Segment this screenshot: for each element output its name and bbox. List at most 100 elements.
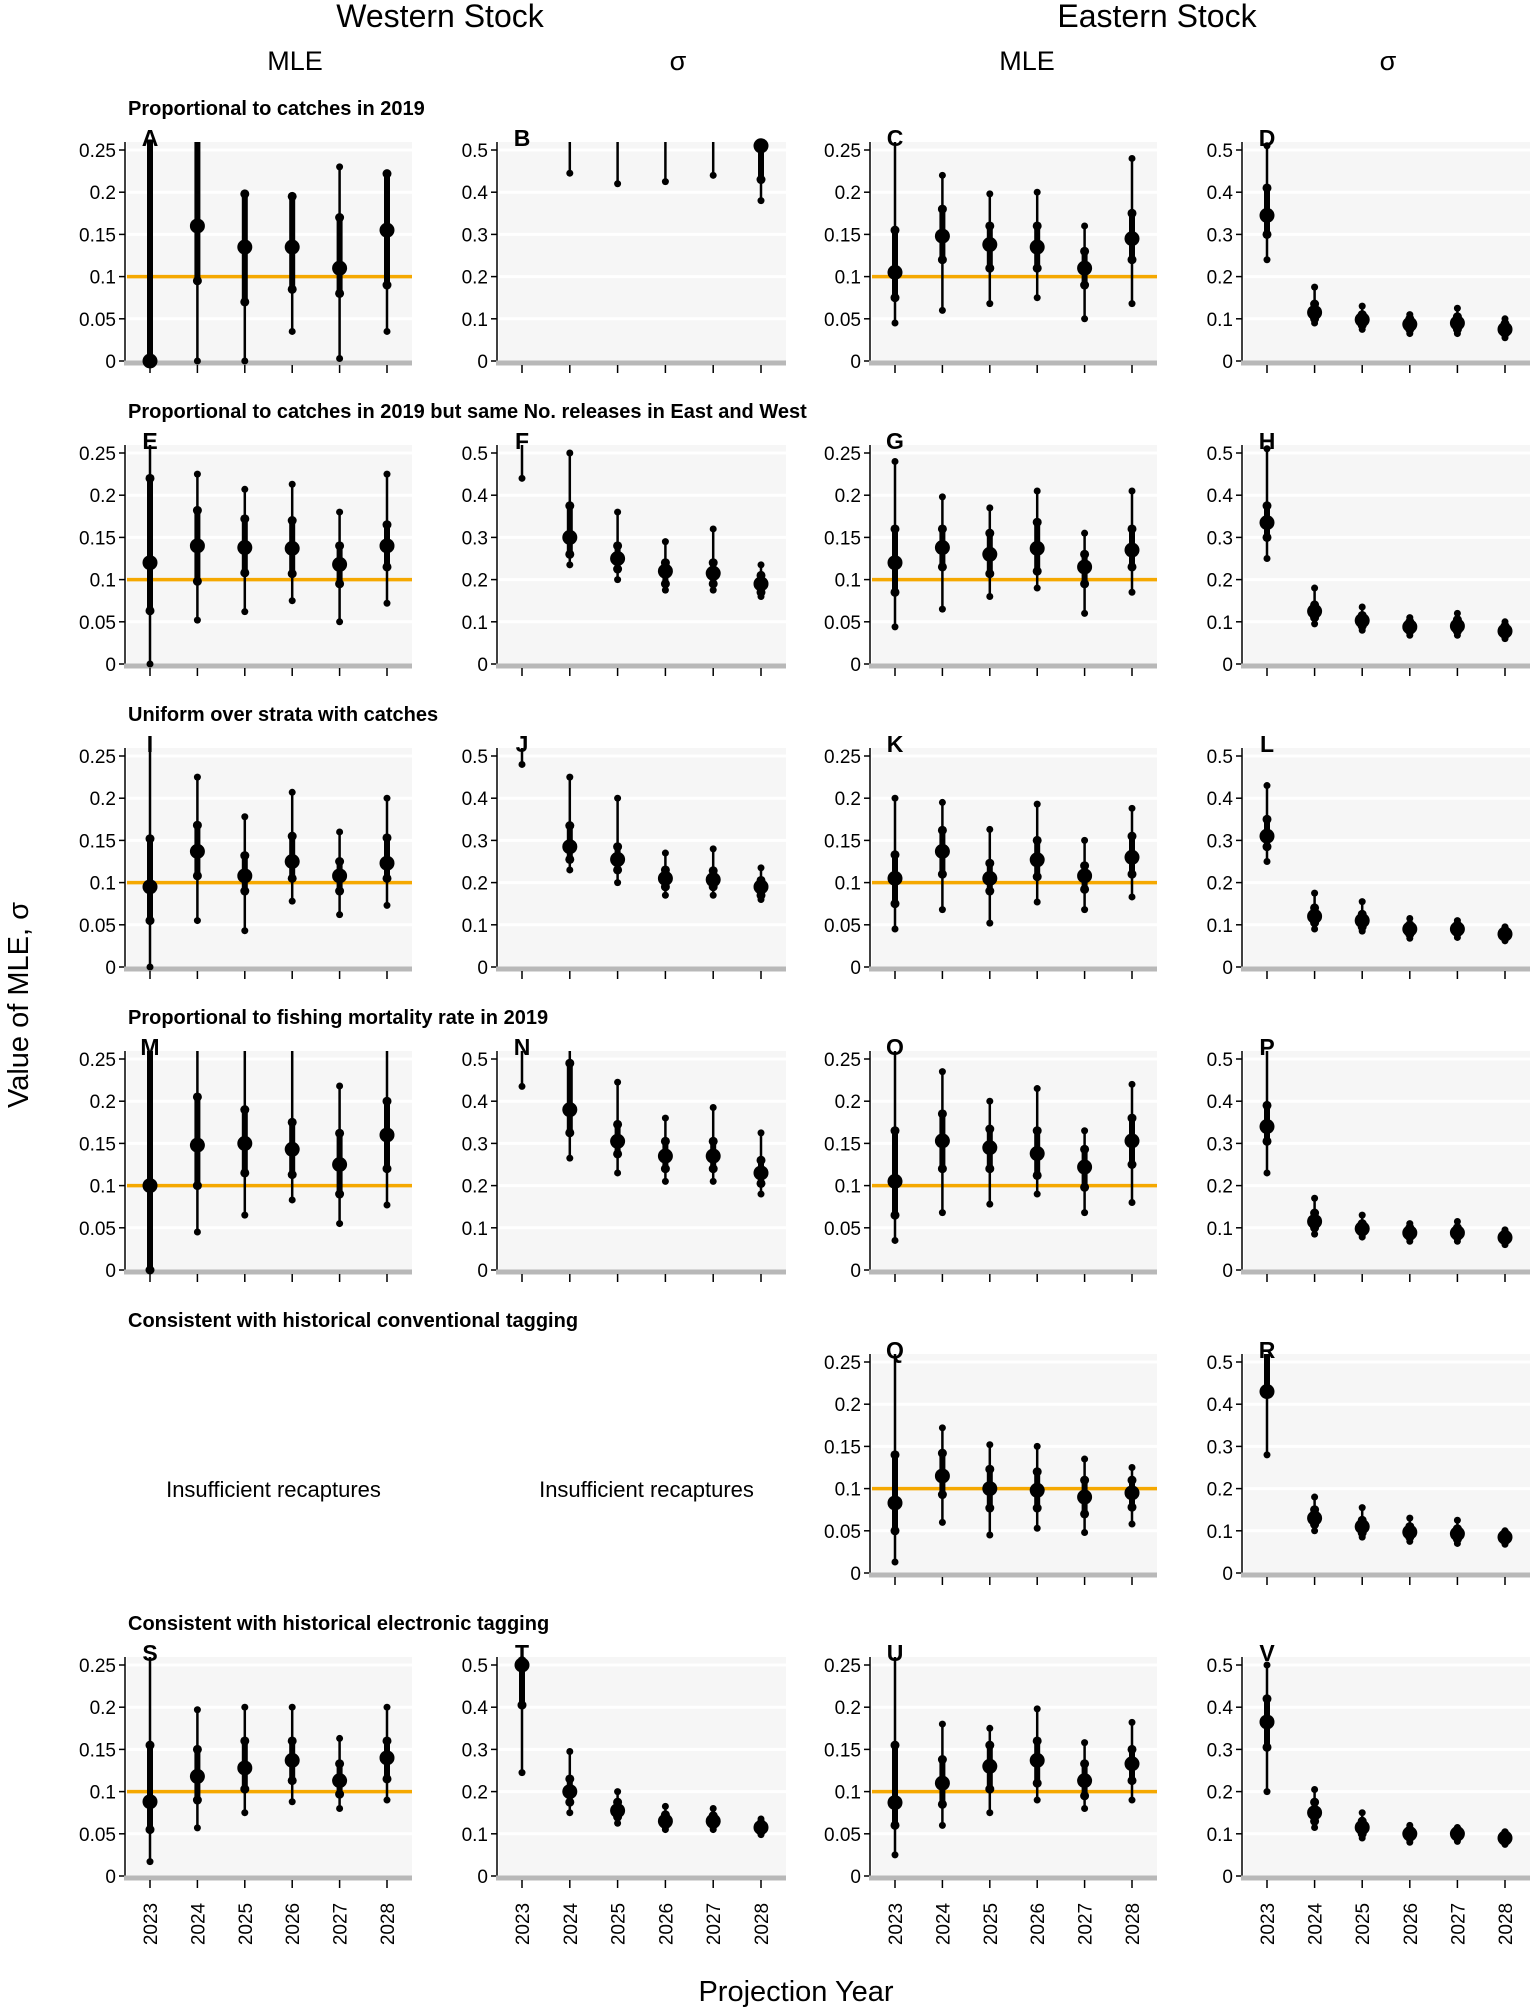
whisker-end <box>566 169 574 177</box>
whisker-end <box>383 470 391 478</box>
quartile-end <box>890 1450 900 1460</box>
y-tick-label: 0.5 <box>462 1656 488 1677</box>
quartile-end <box>145 1825 155 1835</box>
median-marker <box>1402 921 1418 937</box>
median-marker <box>982 1758 998 1774</box>
whisker-end <box>336 1220 344 1228</box>
whisker-end <box>1453 1217 1461 1225</box>
y-tick-label: 0 <box>105 958 116 979</box>
y-tick-label: 0 <box>105 655 116 676</box>
y-tick-label: 0.4 <box>462 486 489 507</box>
y-tick-label: 0.1 <box>90 1783 116 1804</box>
median-marker <box>753 1819 769 1835</box>
quartile-end <box>1127 255 1137 265</box>
x-axis-label: Projection Year <box>698 1976 893 2008</box>
y-tick-label: 0.2 <box>1207 874 1233 895</box>
y-tick-label: 0 <box>850 1564 861 1585</box>
quartile-end <box>1262 814 1272 824</box>
y-tick-label: 0 <box>1222 1564 1233 1585</box>
quartile-end <box>985 528 995 538</box>
whisker-end <box>336 618 344 626</box>
quartile-end <box>613 842 623 852</box>
median-marker <box>332 260 348 276</box>
quartile-end <box>937 825 947 835</box>
y-tick-label: 0.5 <box>462 141 488 162</box>
quartile-end <box>335 579 345 589</box>
panel-tag: O <box>886 1034 904 1060</box>
quartile-end <box>1032 1503 1042 1513</box>
median-marker <box>1449 1225 1465 1241</box>
row-1: Proportional to catches in 201900.050.10… <box>79 98 1530 373</box>
whisker-end <box>566 1809 574 1817</box>
quartile-end <box>937 869 947 879</box>
data-point-2024 <box>1307 1785 1323 1831</box>
whisker-end <box>383 794 391 802</box>
panel-background <box>872 748 1157 967</box>
data-point-2025 <box>610 1788 626 1827</box>
quartile-end <box>613 865 623 875</box>
quartile-end <box>1080 884 1090 894</box>
median-marker <box>1449 1826 1465 1842</box>
whisker-end <box>661 1802 669 1810</box>
median-marker <box>753 879 769 895</box>
median-marker <box>1402 619 1418 635</box>
data-point-2027 <box>1449 1823 1465 1845</box>
quartile-end <box>382 280 392 290</box>
quartile-end <box>382 169 392 179</box>
data-point-2027 <box>1449 304 1465 338</box>
whisker-end <box>891 925 899 933</box>
quartile-end <box>382 873 392 883</box>
median-marker <box>514 1657 530 1673</box>
whisker-end <box>757 1129 765 1137</box>
panel-grid: Proportional to catches in 201900.050.10… <box>79 98 1530 1945</box>
median-marker <box>753 138 769 154</box>
quartile-end <box>287 1170 297 1180</box>
y-tick-label: 0.2 <box>90 183 116 204</box>
y-tick-label: 0 <box>1222 352 1233 373</box>
quartile-end <box>937 1490 947 1500</box>
median-marker <box>142 1178 158 1194</box>
y-tick-label: 0 <box>850 655 861 676</box>
quartile-end <box>890 1820 900 1830</box>
quartile-end <box>240 297 250 307</box>
y-tick-label: 0.1 <box>835 874 861 895</box>
median-marker <box>1259 515 1275 531</box>
data-point-2024 <box>934 1068 950 1217</box>
quartile-end <box>1127 831 1137 841</box>
whisker-end <box>193 1824 201 1832</box>
data-point-2027 <box>332 508 348 626</box>
y-tick-label: 0.3 <box>1207 528 1233 549</box>
whisker-end <box>1311 1785 1319 1793</box>
panel-a: 0 0.05 0.1 0.15 0.2 0.25 A <box>79 125 412 373</box>
quartile-end <box>937 255 947 265</box>
data-point-2024 <box>1307 584 1323 628</box>
quartile-end <box>335 1759 345 1769</box>
whisker-end <box>661 891 669 899</box>
quartile-end <box>1127 1502 1137 1512</box>
panel-background <box>127 142 412 361</box>
data-point-2028 <box>753 864 769 903</box>
median-marker <box>1259 1119 1275 1135</box>
data-point-2024 <box>566 142 574 177</box>
median-marker <box>1124 231 1140 247</box>
row-6: Consistent with historical electronic ta… <box>79 1613 1530 1945</box>
data-point-2027 <box>1077 836 1093 914</box>
whisker-end <box>709 586 717 594</box>
median-marker <box>1124 849 1140 865</box>
row-5: Consistent with historical conventional … <box>128 1310 1530 1585</box>
data-point-2026 <box>1029 800 1045 906</box>
median-marker <box>1124 1756 1140 1772</box>
y-tick-label: 0.05 <box>79 1825 116 1846</box>
whisker-end <box>1128 1520 1136 1528</box>
quartile-end <box>287 569 297 579</box>
y-tick-label: 0.4 <box>462 183 489 204</box>
median-marker <box>610 1133 626 1149</box>
panel-i: 0 0.05 0.1 0.15 0.2 0.25 I <box>79 731 412 979</box>
y-tick-label: 0.25 <box>79 747 116 768</box>
whisker-end <box>1453 304 1461 312</box>
whisker-end <box>1311 1493 1319 1501</box>
whisker-end <box>1406 1514 1414 1522</box>
data-point-2028 <box>379 1051 395 1209</box>
data-point-2025 <box>1354 302 1370 333</box>
median-marker <box>887 555 903 571</box>
